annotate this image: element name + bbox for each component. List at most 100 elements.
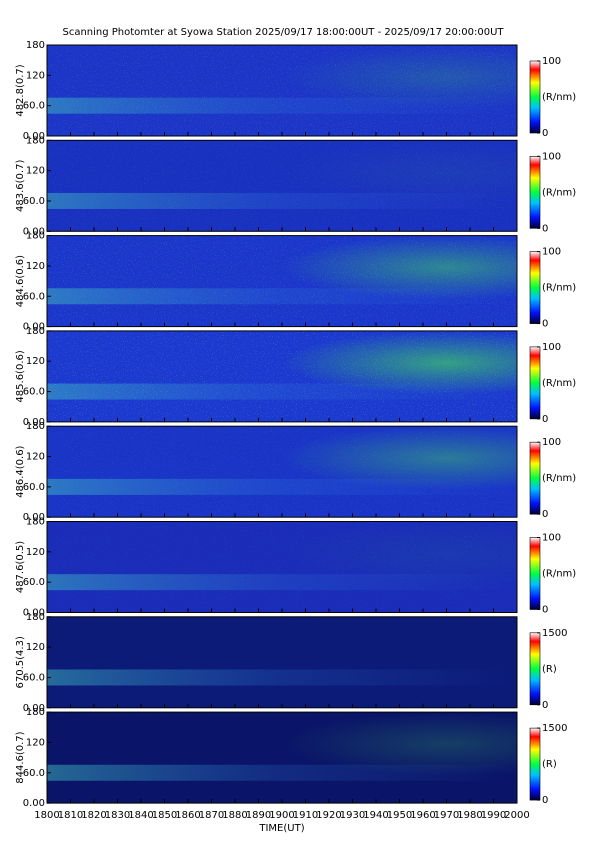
colorbar [529,156,541,229]
x-tick-label: 1950 [387,810,412,821]
x-tick-label: 1880 [222,810,247,821]
y-tick-label: 120 [26,452,45,463]
x-tick-label: 1850 [152,810,177,821]
heatmap-noise [47,616,517,708]
y-tick-label: 0.00 [23,131,45,142]
colorbar [529,727,541,801]
colorbar-tick-label: 100 [542,437,561,448]
colorbar-tick-label: 0 [542,223,548,234]
y-tick-label: 60.0 [23,101,45,112]
x-tick-label: 2000 [504,810,529,821]
colorbar-label: (R) [542,759,557,770]
x-tick-label: 1900 [269,810,294,821]
y-axis-label: 844.6(0.7) [15,731,26,783]
heatmap-noise [47,330,517,422]
x-tick-label: 1910 [293,810,318,821]
y-tick-label: 0.00 [23,798,45,809]
y-tick-label: 180 [26,707,45,718]
colorbar [529,346,541,420]
chart-title: Scanning Photomter at Syowa Station 2025… [62,27,504,38]
x-tick-label: 1980 [457,810,482,821]
y-tick-label: 120 [26,70,45,81]
colorbar-tick-label: 0 [542,414,548,425]
colorbar [529,251,541,324]
x-tick-label: 1800 [34,810,59,821]
y-tick-label: 0.00 [23,608,45,619]
x-tick-label: 1810 [58,810,83,821]
heatmap-noise [47,521,517,613]
y-tick-label: 60.0 [23,672,45,683]
y-tick-label: 0.00 [23,703,45,714]
y-axis-label: 486.4(0.6) [15,445,26,497]
y-tick-label: 0.00 [23,322,45,333]
y-axis-label: 482.8(0.7) [15,64,26,116]
colorbar [529,632,541,706]
y-tick-label: 120 [26,356,45,367]
colorbar-label: (R/nm) [542,378,576,389]
y-tick-label: 120 [26,166,45,177]
y-tick-label: 180 [26,231,45,242]
colorbar-tick-label: 100 [542,56,561,67]
x-tick-label: 1870 [199,810,224,821]
y-axis-label: 487.6(0.5) [15,541,26,593]
colorbar-tick-label: 0 [542,509,548,520]
y-tick-label: 180 [26,612,45,623]
y-tick-label: 0.00 [23,226,45,237]
colorbar-tick-label: 0 [542,605,548,616]
colorbar [529,441,541,515]
colorbar-label: (R/nm) [542,283,576,294]
heatmap-noise [47,45,517,136]
y-axis-label: 485.6(0.6) [15,350,26,402]
colorbar-label: (R/nm) [542,92,576,103]
heatmap-noise [47,140,517,232]
x-tick-label: 1890 [246,810,271,821]
x-tick-label: 1920 [316,810,341,821]
y-tick-label: 60.0 [23,291,45,302]
y-tick-label: 120 [26,737,45,748]
colorbar-label: (R/nm) [542,473,576,484]
y-tick-label: 120 [26,642,45,653]
y-tick-label: 180 [26,421,45,432]
x-tick-label: 1860 [175,810,200,821]
y-tick-label: 180 [26,40,45,51]
heatmap-noise [47,712,517,804]
y-axis-label: 670.5(4.3) [15,636,26,688]
y-tick-label: 180 [26,326,45,337]
y-tick-label: 180 [26,135,45,146]
heatmap-noise [47,426,517,518]
x-tick-label: 1960 [410,810,435,821]
colorbar-tick-label: 100 [542,151,561,162]
y-tick-label: 120 [26,547,45,558]
y-tick-label: 120 [26,261,45,272]
x-tick-label: 1840 [128,810,153,821]
x-tick-label: 1990 [481,810,506,821]
y-axis-label: 483.6(0.7) [15,160,26,212]
colorbar-label: (R/nm) [542,569,576,580]
colorbar-tick-label: 0 [542,795,548,806]
colorbar [529,60,541,134]
colorbar-label: (R/nm) [542,187,576,198]
y-tick-label: 0.00 [23,512,45,523]
colorbar-tick-label: 100 [542,533,561,544]
x-tick-label: 1970 [434,810,459,821]
y-tick-label: 60.0 [23,196,45,207]
colorbar-tick-label: 0 [542,128,548,139]
x-tick-label: 1820 [81,810,106,821]
y-axis-label: 484.6(0.6) [15,255,26,307]
y-tick-label: 60.0 [23,482,45,493]
colorbar-tick-label: 0 [542,319,548,330]
x-tick-label: 1940 [363,810,388,821]
y-tick-label: 0.00 [23,417,45,428]
colorbar-tick-label: 100 [542,247,561,258]
colorbar-tick-label: 0 [542,700,548,711]
heatmap-noise [47,235,517,327]
y-tick-label: 180 [26,517,45,528]
colorbar-tick-label: 100 [542,342,561,353]
colorbar-label: (R) [542,664,557,675]
colorbar-tick-label: 1500 [542,628,567,639]
y-tick-label: 60.0 [23,768,45,779]
x-tick-label: 1930 [340,810,365,821]
x-tick-label: 1830 [105,810,130,821]
x-axis-label: TIME(UT) [258,823,304,834]
